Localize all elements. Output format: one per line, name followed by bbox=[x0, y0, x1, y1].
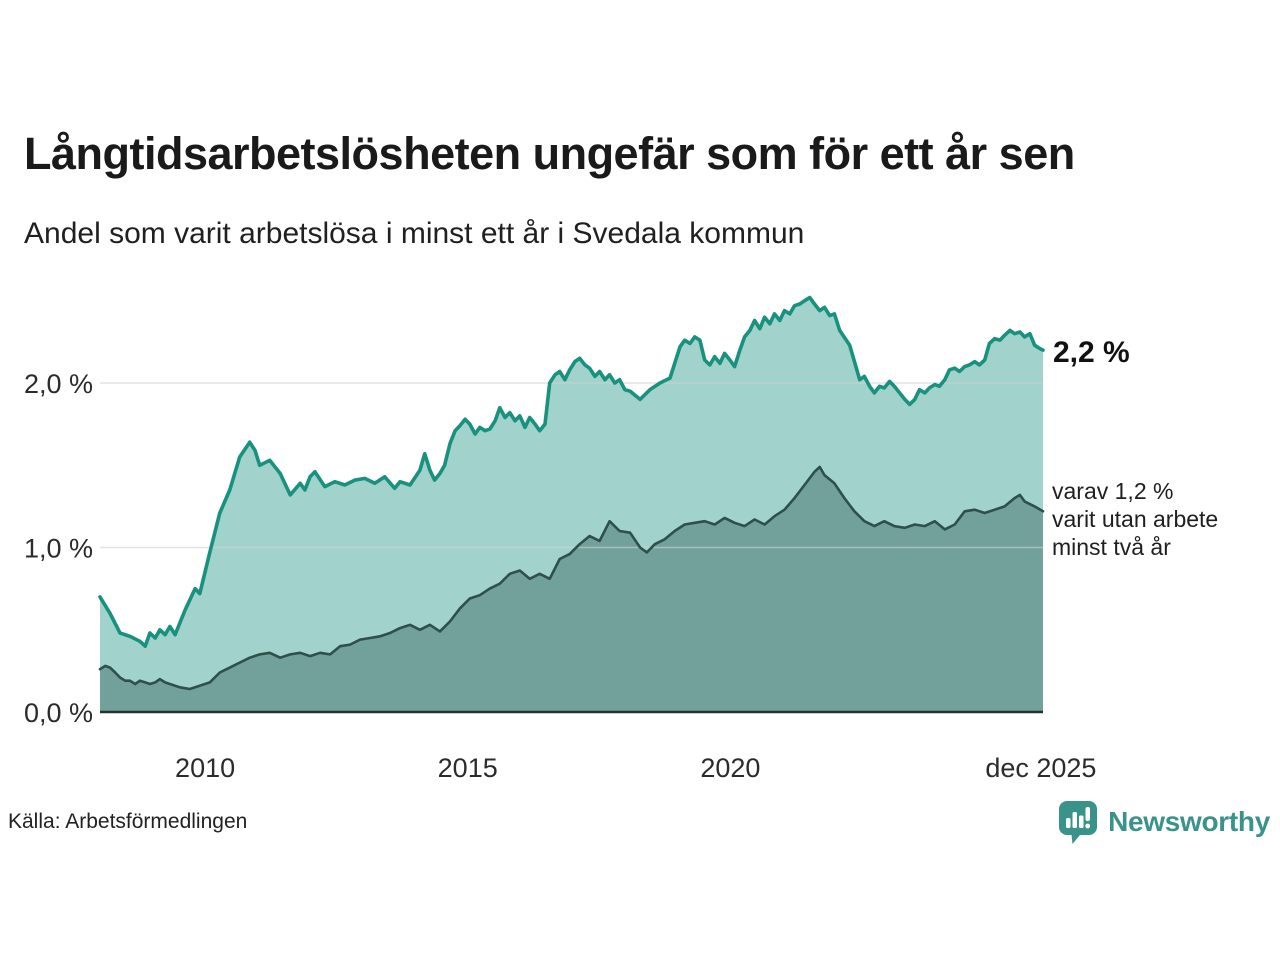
source-attribution: Källa: Arbetsförmedlingen bbox=[8, 810, 248, 833]
series2-end-label-line1: varav 1,2 % bbox=[1052, 478, 1174, 504]
series2-end-label-line3: minst två år bbox=[1052, 534, 1171, 560]
series1-end-label: 2,2 % bbox=[1053, 336, 1130, 369]
x-tick-label: dec 2025 bbox=[985, 753, 1096, 783]
y-tick-label: 2,0 % bbox=[24, 369, 93, 399]
series2-line bbox=[98, 465, 1045, 691]
page-title: Långtidsarbetslösheten ungefär som för e… bbox=[24, 128, 1075, 179]
y-tick-label: 0,0 % bbox=[24, 698, 93, 728]
x-tick-label: 2010 bbox=[175, 753, 235, 783]
series2-end-label: varav 1,2 % varit utan arbete minst två … bbox=[1052, 477, 1218, 561]
x-tick-label: 2015 bbox=[438, 753, 498, 783]
y-tick-label: 1,0 % bbox=[24, 534, 93, 564]
newsworthy-logo-icon bbox=[1059, 801, 1098, 844]
series2-end-label-line2: varit utan arbete bbox=[1052, 506, 1219, 532]
chart-subtitle: Andel som varit arbetslösa i minst ett å… bbox=[24, 217, 805, 250]
series1-line bbox=[98, 295, 1045, 648]
newsworthy-logo: Newsworthy bbox=[1057, 799, 1270, 845]
x-tick-label: 2020 bbox=[700, 753, 760, 783]
newsworthy-logo-text: Newsworthy bbox=[1108, 806, 1270, 837]
